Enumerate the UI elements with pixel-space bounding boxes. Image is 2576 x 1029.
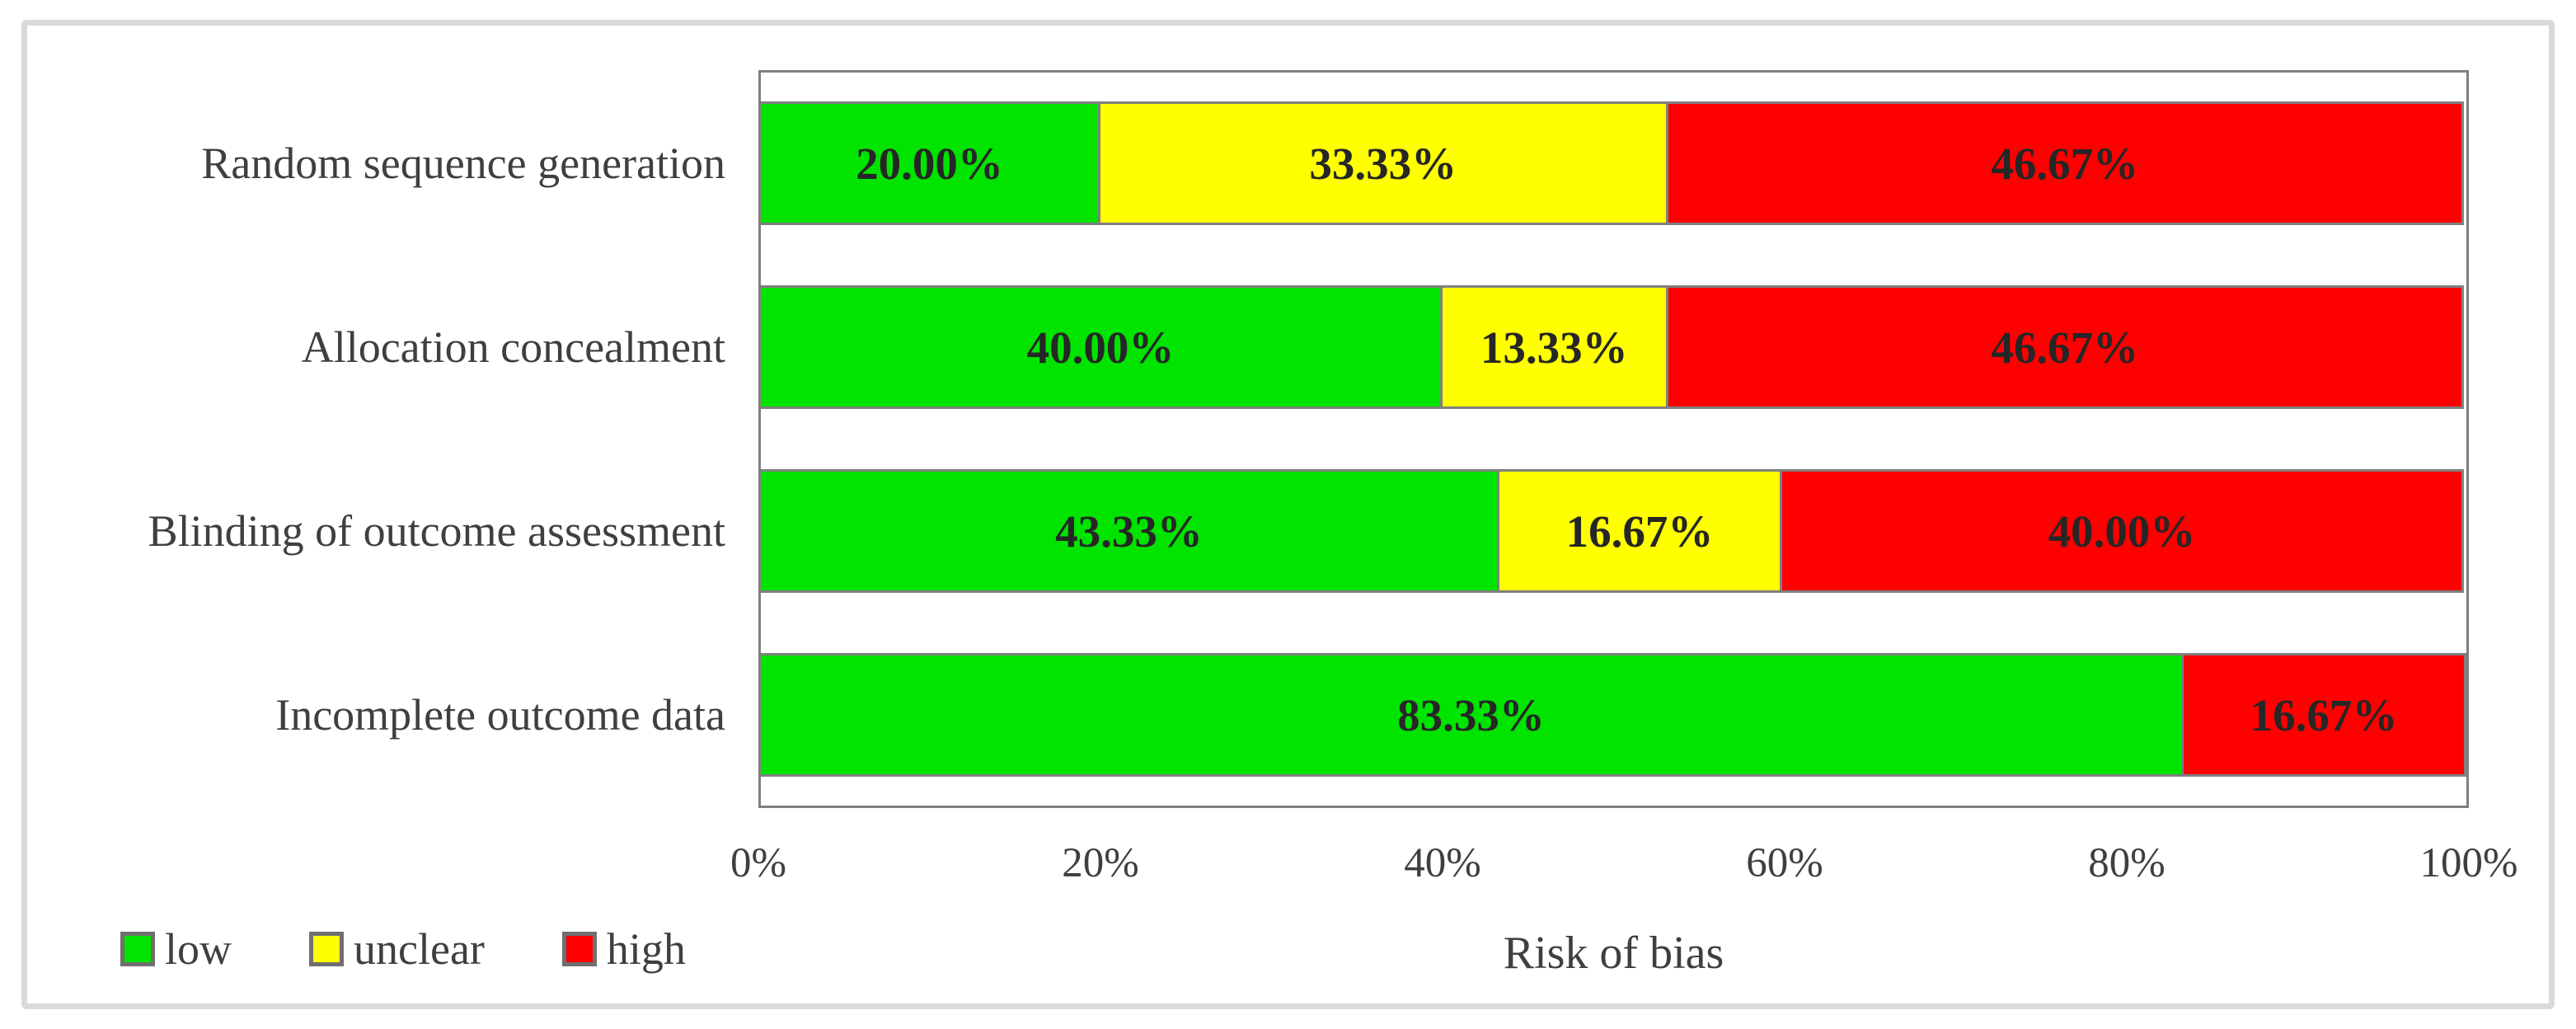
data-label: 13.33% bbox=[1480, 322, 1628, 373]
legend-swatch-unclear-icon bbox=[309, 932, 344, 966]
legend-item-high: high bbox=[561, 924, 686, 974]
bar-segment-high: 40.00% bbox=[1779, 469, 2464, 593]
bar-row: 20.00% 33.33% 46.67% bbox=[758, 101, 2469, 225]
data-label: 43.33% bbox=[1055, 505, 1203, 557]
bar-segment-high: 46.67% bbox=[1665, 285, 2464, 409]
data-label: 33.33% bbox=[1309, 138, 1457, 189]
bar-segment-high: 46.67% bbox=[1665, 101, 2464, 225]
category-label: Allocation concealment bbox=[301, 322, 725, 372]
legend-item-unclear: unclear bbox=[309, 927, 485, 971]
bar-segment-low: 83.33% bbox=[758, 653, 2184, 777]
legend-swatch-low-icon bbox=[120, 932, 155, 966]
legend-swatch-high-icon bbox=[561, 932, 597, 966]
category-label: Random sequence generation bbox=[201, 139, 725, 188]
bar-segment-low: 43.33% bbox=[758, 469, 1500, 593]
bar-segment-unclear: 33.33% bbox=[1098, 101, 1668, 225]
data-label: 20.00% bbox=[856, 138, 1003, 189]
x-tick-label: 100% bbox=[2419, 840, 2518, 886]
data-label: 40.00% bbox=[2048, 505, 2196, 557]
bar-row: 40.00% 13.33% 46.67% bbox=[758, 285, 2469, 409]
data-label: 46.67% bbox=[1991, 322, 2139, 373]
bar-segment-unclear: 13.33% bbox=[1440, 285, 1668, 409]
category-label: Blinding of outcome assessment bbox=[148, 506, 725, 556]
bar-segment-low: 40.00% bbox=[758, 285, 1443, 409]
legend-item-low: low bbox=[120, 927, 232, 971]
x-tick-label: 40% bbox=[1404, 840, 1481, 886]
bar-segment-unclear: 16.67% bbox=[1497, 469, 1782, 593]
bar-row: 43.33% 16.67% 40.00% bbox=[758, 469, 2469, 593]
data-label: 46.67% bbox=[1991, 138, 2139, 189]
bar-segment-low: 20.00% bbox=[758, 101, 1100, 225]
x-tick-label: 20% bbox=[1062, 840, 1139, 886]
legend: low unclear high bbox=[120, 927, 686, 971]
data-label: 16.67% bbox=[1565, 505, 1714, 557]
x-tick-label: 80% bbox=[2088, 840, 2165, 886]
data-label: 16.67% bbox=[2250, 689, 2398, 740]
bar-segment-high: 16.67% bbox=[2181, 653, 2466, 777]
legend-label: high bbox=[606, 924, 686, 974]
bar-row: 83.33% 16.67% bbox=[758, 653, 2469, 777]
legend-label: unclear bbox=[354, 924, 485, 974]
category-label: Incomplete outcome data bbox=[275, 690, 725, 740]
x-tick-label: 0% bbox=[730, 840, 786, 886]
x-tick-label: 60% bbox=[1746, 840, 1823, 886]
legend-label: low bbox=[165, 924, 232, 974]
data-label: 83.33% bbox=[1397, 689, 1545, 740]
data-label: 40.00% bbox=[1026, 322, 1175, 373]
x-axis-title: Risk of bias bbox=[1503, 928, 1724, 979]
